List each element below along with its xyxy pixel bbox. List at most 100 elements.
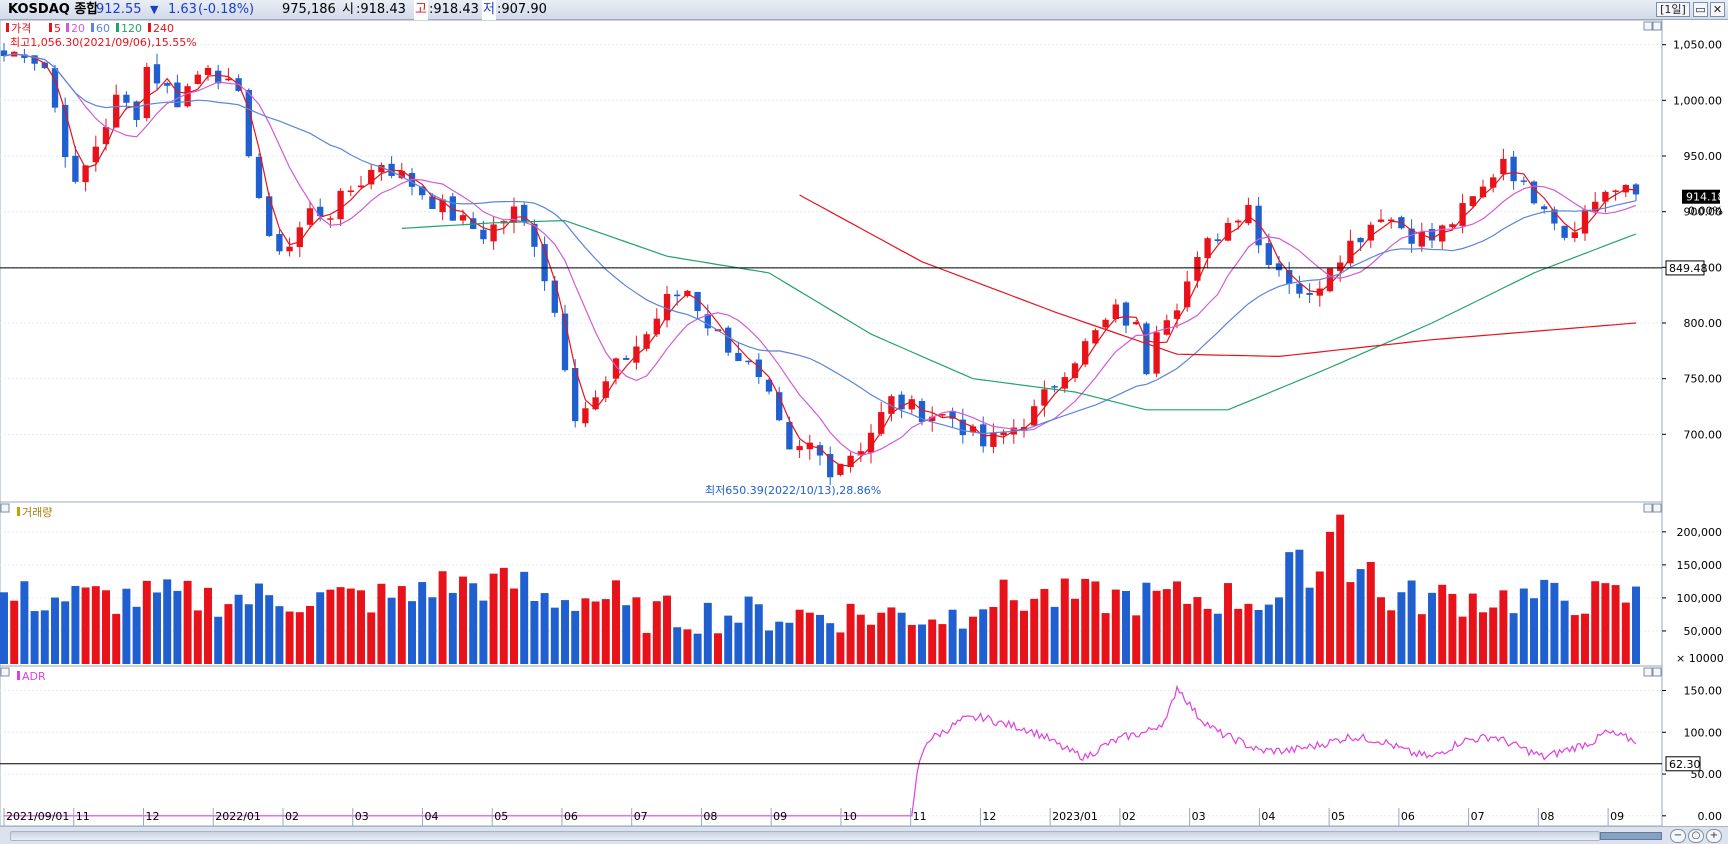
volume-bar[interactable] (714, 633, 722, 664)
chart-scrollbar[interactable]: − ○ + (0, 826, 1728, 844)
volume-bar[interactable] (775, 621, 784, 664)
candle[interactable] (551, 275, 558, 318)
volume-bar[interactable] (612, 580, 620, 664)
volume-bar[interactable] (122, 588, 131, 664)
candle[interactable] (929, 406, 936, 432)
candle[interactable] (816, 441, 824, 466)
volume-bar[interactable] (734, 622, 743, 664)
candle[interactable] (245, 88, 252, 158)
volume-bar[interactable] (1122, 591, 1130, 664)
volume-bar[interactable] (204, 587, 212, 664)
minimize-button[interactable]: ▭ (1693, 2, 1708, 17)
candle[interactable] (663, 285, 671, 328)
volume-bar[interactable] (1560, 600, 1569, 664)
volume-bar[interactable] (907, 624, 916, 664)
volume-bar[interactable] (785, 622, 794, 664)
volume-bar[interactable] (1040, 588, 1049, 664)
volume-bar[interactable] (1428, 592, 1436, 664)
candle[interactable] (1551, 206, 1558, 231)
candle[interactable] (1224, 217, 1232, 242)
volume-bar[interactable] (214, 616, 223, 664)
volume-bar[interactable] (1499, 590, 1508, 664)
volume-bar[interactable] (255, 583, 263, 664)
candle[interactable] (1337, 255, 1344, 282)
candle[interactable] (82, 165, 89, 192)
volume-bar[interactable] (1366, 561, 1375, 664)
volume-bar[interactable] (1417, 614, 1426, 664)
candle[interactable] (1082, 338, 1089, 368)
volume-bar[interactable] (1315, 571, 1324, 664)
volume-bar[interactable] (1101, 613, 1110, 664)
volume-bar[interactable] (1203, 608, 1212, 664)
candle[interactable] (266, 192, 273, 238)
volume-bar[interactable] (999, 579, 1008, 664)
candle[interactable] (867, 424, 875, 464)
volume-bar[interactable] (1407, 580, 1416, 664)
volume-bar[interactable] (836, 632, 845, 664)
volume-bar[interactable] (1621, 602, 1630, 664)
volume-bar[interactable] (744, 596, 753, 664)
zoom-out-icon[interactable]: − (1670, 829, 1686, 843)
volume-bar[interactable] (530, 601, 539, 664)
candle[interactable] (623, 355, 630, 360)
volume-bar[interactable] (1581, 613, 1589, 664)
volume-bar[interactable] (1152, 590, 1161, 664)
volume-bar[interactable] (561, 600, 569, 664)
volume-bar[interactable] (805, 612, 814, 664)
volume-bar[interactable] (510, 588, 518, 664)
volume-bar[interactable] (877, 612, 886, 664)
volume-bar[interactable] (459, 576, 467, 664)
volume-bar[interactable] (1438, 584, 1447, 664)
volume-bar[interactable] (601, 599, 610, 664)
volume-bar[interactable] (295, 612, 304, 664)
volume-bar[interactable] (1591, 581, 1600, 664)
volume-bar[interactable] (30, 611, 39, 664)
volume-bar[interactable] (40, 610, 49, 664)
price-panel-close-button[interactable] (1652, 21, 1662, 31)
candle[interactable] (857, 442, 864, 462)
volume-bar[interactable] (1142, 582, 1151, 664)
candle[interactable] (1102, 317, 1109, 331)
volume-bar[interactable] (1091, 581, 1100, 664)
candle[interactable] (1092, 328, 1099, 346)
volume-bar[interactable] (1611, 585, 1620, 664)
volume-bar[interactable] (326, 589, 335, 664)
volume-bar[interactable] (346, 588, 355, 664)
candle[interactable] (1245, 197, 1252, 226)
volume-bar[interactable] (1448, 593, 1457, 664)
candle[interactable] (368, 164, 375, 190)
candle[interactable] (1286, 261, 1293, 294)
volume-bar[interactable] (683, 629, 692, 664)
candle[interactable] (1510, 151, 1517, 190)
volume-bar[interactable] (438, 571, 447, 664)
candle[interactable] (1469, 196, 1476, 209)
period-selector-button[interactable]: [1일] (1656, 2, 1690, 17)
candle[interactable] (51, 64, 59, 113)
volume-bar[interactable] (1377, 597, 1385, 664)
volume-bar[interactable] (754, 604, 763, 664)
volume-bar[interactable] (642, 632, 651, 664)
candle[interactable] (449, 192, 456, 221)
volume-bar[interactable] (153, 592, 161, 664)
volume-bar[interactable] (1060, 578, 1069, 664)
volume-bar[interactable] (1285, 552, 1294, 664)
volume-bar[interactable] (989, 606, 998, 664)
volume-bar[interactable] (102, 590, 110, 664)
volume-bar[interactable] (132, 606, 141, 664)
candle[interactable] (908, 395, 915, 414)
volume-bar[interactable] (1326, 531, 1334, 664)
volume-bar[interactable] (499, 567, 508, 664)
candle[interactable] (1490, 173, 1497, 193)
candle[interactable] (1163, 314, 1170, 336)
adr-left-button[interactable] (0, 667, 10, 677)
volume-panel-close-button[interactable] (1652, 503, 1662, 513)
candle[interactable] (1051, 384, 1058, 393)
scroll-thumb[interactable] (1600, 832, 1662, 840)
volume-bar[interactable] (1264, 604, 1273, 664)
volume-bar[interactable] (571, 610, 580, 664)
volume-bar[interactable] (234, 594, 243, 664)
volume-bar[interactable] (1509, 613, 1518, 664)
candle[interactable] (1408, 219, 1415, 253)
candle[interactable] (378, 162, 385, 181)
candle[interactable] (1530, 180, 1538, 205)
